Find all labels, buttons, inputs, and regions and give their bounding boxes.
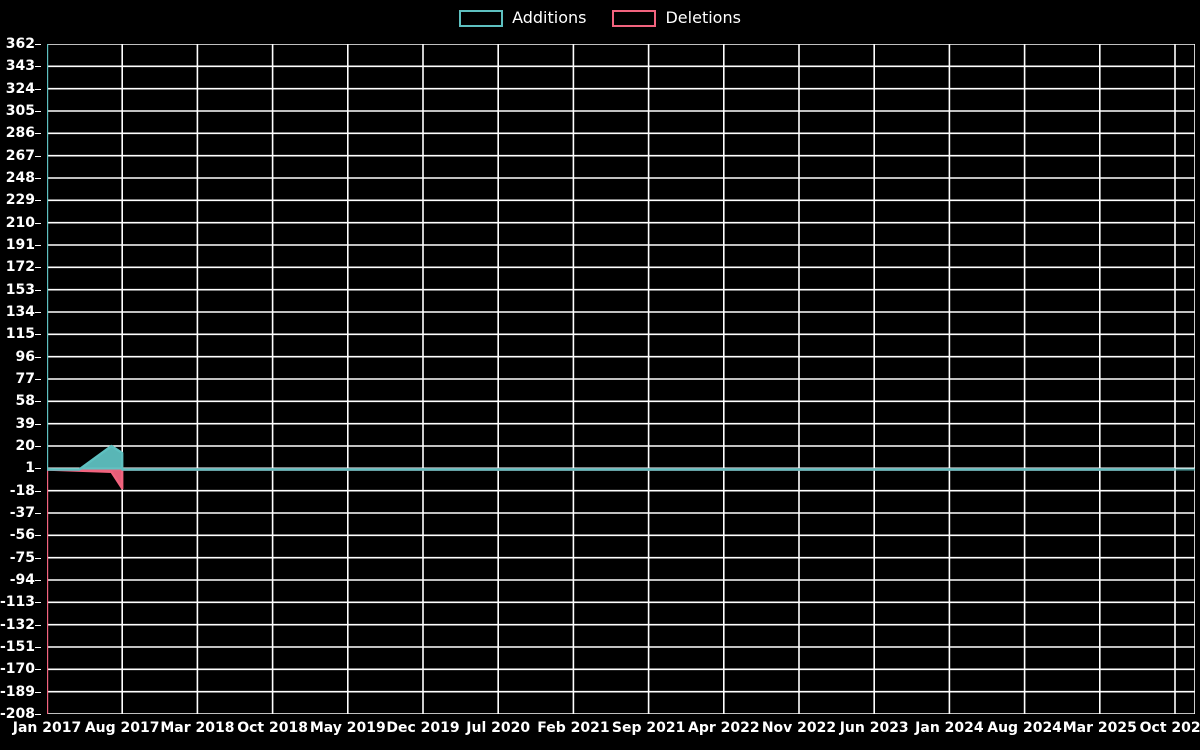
y-tick-label: -151: [0, 639, 35, 655]
y-tick-label: -170: [0, 661, 35, 678]
y-tick-mark: [35, 490, 41, 492]
x-tick-label: Oct 2025: [1139, 720, 1200, 736]
y-tick-mark: [35, 423, 41, 425]
y-tick-label: -94: [9, 572, 35, 588]
legend-swatch-additions: [459, 9, 504, 27]
y-tick-mark: [35, 222, 41, 224]
legend-swatch-deletions: [612, 9, 657, 27]
series-line-additions: [47, 44, 1175, 471]
y-tick-label: 153: [5, 281, 35, 298]
x-tick-label: Jul 2020: [466, 720, 531, 736]
y-tick-label: 77: [15, 371, 35, 387]
y-axis: 362 343 324 305 286 267 248 229 210 191 172 153 134 1…: [0, 37, 41, 721]
x-tick-label: Nov 2022: [761, 720, 837, 736]
y-tick-label: 324: [5, 80, 35, 97]
x-tick-label: Dec 2019: [386, 720, 460, 736]
y-tick-label: 172: [5, 259, 35, 276]
y-tick-mark: [35, 155, 41, 157]
y-tick-mark: [35, 602, 41, 604]
x-tick-label: Aug 2024: [987, 720, 1062, 736]
y-tick-label: 248: [5, 170, 35, 186]
x-tick-label: Aug 2017: [84, 720, 160, 736]
y-tick-label: 96: [15, 348, 35, 365]
series-line-deletions: [47, 468, 1175, 714]
series-line-additions-fill: [47, 44, 1175, 470]
plot-area: [47, 44, 1195, 714]
x-tick-label: Oct 2018: [237, 720, 308, 736]
legend-item-additions[interactable]: Additions: [459, 8, 587, 27]
y-tick-mark: [35, 356, 41, 358]
y-tick-label: -18: [9, 482, 35, 499]
y-tick-mark: [35, 513, 41, 514]
legend-label-deletions: Deletions: [665, 8, 741, 27]
y-tick-label: 210: [5, 214, 35, 231]
y-tick-label: 267: [5, 147, 35, 164]
y-tick-label: 286: [5, 125, 35, 142]
x-tick-label: Mar 2018: [160, 720, 235, 736]
y-tick-mark: [35, 401, 41, 403]
y-tick-label: -208: [0, 706, 35, 722]
x-tick-label: Jan 2017: [12, 720, 82, 736]
y-tick-mark: [35, 334, 41, 336]
y-tick-label: -113: [0, 594, 35, 611]
y-tick-label: 191: [5, 237, 35, 253]
x-tick-label: Apr 2022: [687, 720, 760, 736]
y-tick-mark: [35, 379, 41, 380]
y-tick-mark: [35, 178, 41, 179]
y-tick-mark: [35, 245, 41, 246]
y-tick-label: -75: [9, 549, 35, 566]
y-tick-label: 1: [25, 460, 35, 477]
x-tick-label: Jan 2024: [915, 720, 984, 736]
y-tick-mark: [35, 289, 41, 291]
legend-item-deletions[interactable]: Deletions: [612, 8, 741, 27]
y-tick-mark: [35, 111, 41, 112]
grid-lines: [47, 44, 1195, 714]
y-tick-mark: [35, 446, 41, 447]
y-tick-label: 58: [15, 393, 35, 410]
y-tick-mark: [35, 312, 41, 313]
y-tick-label: 305: [5, 103, 35, 119]
x-tick-label: May 2019: [309, 720, 386, 736]
y-tick-mark: [35, 535, 41, 537]
y-tick-mark: [35, 691, 41, 693]
y-tick-label: 39: [15, 415, 35, 432]
y-tick-mark: [35, 66, 41, 68]
y-tick-label: 229: [5, 192, 35, 209]
y-tick-label: -189: [0, 683, 35, 700]
y-tick-mark: [35, 624, 41, 626]
chart-legend: Additions Deletions: [0, 0, 1200, 36]
x-tick-label: Mar 2025: [1062, 720, 1137, 736]
x-axis: Jan 2017 Aug 2017 Mar 2018 Oct 2018 May 2019…: [0, 718, 1200, 748]
y-tick-label: 20: [15, 438, 35, 454]
y-tick-mark: [35, 557, 41, 559]
x-tick-label: Sep 2021: [611, 720, 686, 736]
y-tick-mark: [35, 88, 41, 90]
y-tick-mark: [35, 468, 41, 470]
y-tick-label: -37: [9, 505, 35, 521]
y-tick-label: -132: [0, 616, 35, 633]
x-tick-label: Jun 2023: [839, 720, 909, 736]
series-line-deletions-fill: [47, 469, 1175, 714]
y-tick-label: 134: [5, 304, 35, 320]
y-tick-label: 115: [5, 326, 35, 343]
y-tick-mark: [35, 133, 41, 135]
y-tick-label: 343: [5, 58, 35, 75]
y-tick-mark: [35, 580, 41, 581]
data-series-layer: [47, 44, 1195, 714]
legend-label-additions: Additions: [512, 8, 587, 27]
x-tick-label: Feb 2021: [537, 720, 610, 736]
y-tick-mark: [35, 714, 41, 715]
y-tick-mark: [35, 669, 41, 671]
y-tick-mark: [35, 44, 41, 45]
y-tick-mark: [35, 267, 41, 269]
y-tick-mark: [35, 200, 41, 202]
y-tick-mark: [35, 647, 41, 648]
y-tick-label: -56: [9, 527, 35, 544]
y-tick-label: 362: [5, 36, 35, 52]
